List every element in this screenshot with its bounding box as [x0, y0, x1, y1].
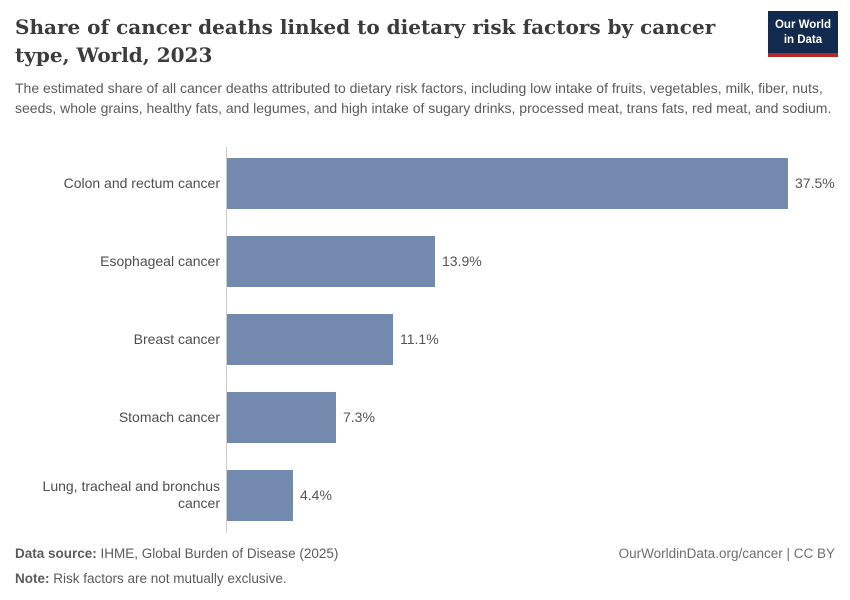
- data-source-label: Data source:: [15, 546, 97, 561]
- bar-track: 11.1%: [227, 313, 439, 365]
- attribution: OurWorldinData.org/cancer | CC BY: [618, 546, 835, 561]
- y-axis-line: [226, 147, 227, 533]
- chart-footer: Data source: IHME, Global Burden of Dise…: [15, 546, 835, 596]
- value-label: 37.5%: [795, 175, 835, 191]
- note-line: Note: Risk factors are not mutually excl…: [15, 571, 338, 588]
- bar[interactable]: [227, 391, 336, 443]
- bar-rows: Colon and rectum cancer 37.5% Esophageal c…: [0, 144, 850, 534]
- bar[interactable]: [227, 157, 788, 209]
- owid-logo-line2: in Data: [783, 33, 823, 46]
- category-label: Esophageal cancer: [100, 252, 220, 269]
- value-label: 7.3%: [343, 409, 375, 425]
- note-text: Risk factors are not mutually exclusive.: [53, 570, 287, 586]
- category-label: Stomach cancer: [118, 408, 220, 425]
- bar-row: Breast cancer 11.1%: [0, 300, 850, 378]
- page-title: Share of cancer deaths linked to dietary…: [15, 15, 716, 67]
- owid-logo: Our World in Data: [767, 11, 838, 57]
- value-label: 11.1%: [400, 331, 439, 347]
- category-label: Colon and rectum cancer: [63, 174, 220, 191]
- bar[interactable]: [227, 313, 393, 365]
- category-label: Lung, tracheal and bronchus cancer: [42, 478, 220, 511]
- bar[interactable]: [227, 235, 435, 287]
- category-label: Breast cancer: [133, 330, 220, 347]
- bar-track: 7.3%: [227, 391, 375, 443]
- owid-logo-line1: Our World: [774, 19, 831, 31]
- bar-row: Esophageal cancer 13.9%: [0, 222, 850, 300]
- bar-track: 4.4%: [227, 469, 332, 521]
- data-source-line: Data source: IHME, Global Burden of Dise…: [15, 546, 338, 563]
- bar-row: Stomach cancer 7.3%: [0, 378, 850, 456]
- value-label: 13.9%: [442, 253, 482, 269]
- bar-row: Colon and rectum cancer 37.5%: [0, 144, 850, 222]
- bar-chart: Colon and rectum cancer 37.5% Esophageal c…: [0, 144, 850, 534]
- data-source-text: IHME, Global Burden of Disease (2025): [100, 546, 339, 561]
- footer-left: Data source: IHME, Global Burden of Dise…: [15, 546, 338, 596]
- bar-track: 37.5%: [227, 157, 835, 209]
- bar[interactable]: [227, 469, 293, 521]
- chart-subtitle: The estimated share of all cancer deaths…: [15, 80, 832, 116]
- note-label: Note:: [15, 570, 50, 586]
- bar-track: 13.9%: [227, 235, 482, 287]
- bar-row: Lung, tracheal and bronchus cancer 4.4%: [0, 456, 850, 534]
- value-label: 4.4%: [300, 487, 332, 503]
